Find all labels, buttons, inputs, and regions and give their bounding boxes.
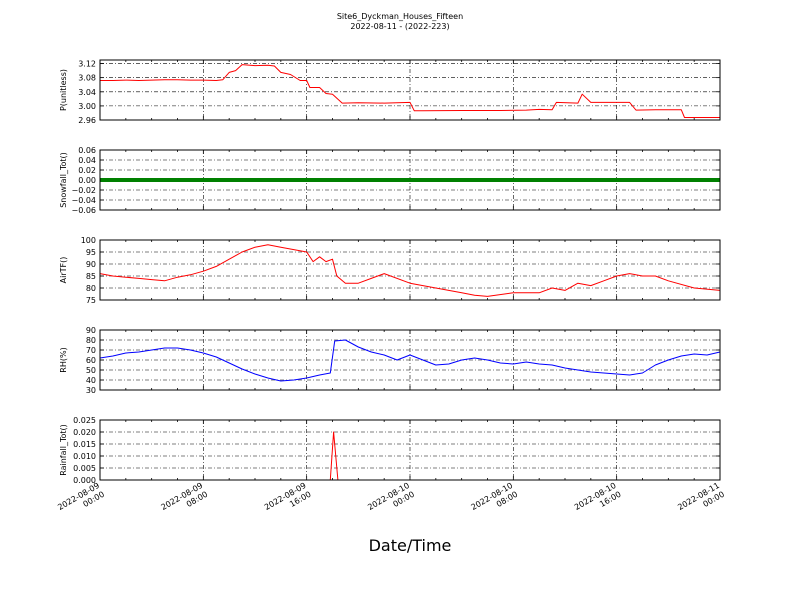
y-tick-label: 80 bbox=[86, 336, 96, 345]
y-tick-label: 0.025 bbox=[73, 416, 96, 425]
y-tick-label: 100 bbox=[81, 236, 96, 245]
panel-frame bbox=[99, 149, 721, 211]
panel-frame bbox=[99, 329, 721, 391]
y-tick-label: 0.04 bbox=[78, 156, 96, 165]
y-tick-label: 0.005 bbox=[73, 464, 96, 473]
x-tick-label: 2022-08-0900:00 bbox=[56, 481, 106, 521]
y-tick-label: 3.04 bbox=[78, 88, 96, 97]
y-tick-label: 50 bbox=[86, 366, 96, 375]
chart-subtitle: 2022-08-11 - (2022-223) bbox=[350, 22, 449, 31]
y-tick-label: 60 bbox=[86, 356, 96, 365]
y-tick-label: 2.96 bbox=[78, 116, 96, 125]
y-tick-label: 0.000 bbox=[73, 476, 96, 485]
chart-title: Site6_Dyckman_Houses_Fifteen bbox=[337, 12, 463, 21]
series-line bbox=[100, 64, 720, 118]
panel-4: 0.025 0.020 0.015 0.010 0.005 0.000 Rainfall_T… bbox=[59, 416, 721, 485]
series-line bbox=[99, 339, 721, 382]
y-axis-label: AirTF() bbox=[59, 257, 68, 284]
y-tick-label: −0.06 bbox=[71, 206, 96, 215]
x-axis-tick-labels: 2022-08-0900:00 2022-08-0908:00 2022-08-09… bbox=[56, 481, 726, 521]
y-tick-label: 3.08 bbox=[78, 74, 96, 83]
y-axis-label: RH(%) bbox=[59, 347, 68, 372]
y-axis-label: Rainfall_Tot() bbox=[59, 424, 68, 476]
panel-2: 100 95 90 85 80 75 AirTF() bbox=[59, 236, 721, 305]
y-tick-label: 0.00 bbox=[78, 176, 96, 185]
x-tick-label: 2022-08-0908:00 bbox=[160, 481, 210, 521]
panel-1: 0.060.040.020.00−0.02−0.04−0.06Snowfall_… bbox=[59, 146, 721, 215]
y-tick-label: 30 bbox=[86, 386, 96, 395]
x-tick-label: 2022-08-1000:00 bbox=[366, 481, 416, 521]
y-tick-label: 90 bbox=[86, 260, 96, 269]
y-axis-label: P(unitless) bbox=[59, 69, 68, 111]
panel-frame bbox=[99, 419, 721, 481]
x-tick-label: 2022-08-1016:00 bbox=[573, 481, 623, 521]
y-tick-label: 0.010 bbox=[73, 452, 96, 461]
y-tick-label: 3.12 bbox=[78, 60, 96, 69]
y-axis-label: Snowfall_Tot() bbox=[59, 152, 68, 208]
y-tick-label: 95 bbox=[86, 248, 96, 257]
y-tick-label: 80 bbox=[86, 284, 96, 293]
x-tick-label: 2022-08-1100:00 bbox=[676, 481, 726, 521]
chart-panels: 3.123.083.043.002.96P(unitless)0.060.040… bbox=[59, 59, 721, 485]
x-tick-label: 2022-08-1008:00 bbox=[470, 481, 520, 521]
y-tick-label: 0.02 bbox=[78, 166, 96, 175]
panel-frame bbox=[99, 239, 721, 301]
y-tick-label: 3.00 bbox=[78, 102, 96, 111]
y-tick-label: 85 bbox=[86, 272, 96, 281]
y-tick-label: 75 bbox=[86, 296, 96, 305]
x-tick-label: 2022-08-0916:00 bbox=[263, 481, 313, 521]
y-tick-label: 0.06 bbox=[78, 146, 96, 155]
y-tick-label: 70 bbox=[86, 346, 96, 355]
panel-frame bbox=[99, 59, 721, 121]
x-axis-label: Date/Time bbox=[369, 536, 452, 555]
y-tick-label: 0.020 bbox=[73, 428, 96, 437]
y-tick-label: 90 bbox=[86, 326, 96, 335]
y-tick-label: −0.04 bbox=[71, 196, 96, 205]
y-tick-label: 40 bbox=[86, 376, 96, 385]
panel-0: 3.12 3.08 3.04 3.00 2.96 P(unitless) bbox=[59, 59, 721, 125]
series-line bbox=[99, 244, 721, 297]
y-tick-label: 0.015 bbox=[73, 440, 96, 449]
y-tick-label: −0.02 bbox=[71, 186, 96, 195]
